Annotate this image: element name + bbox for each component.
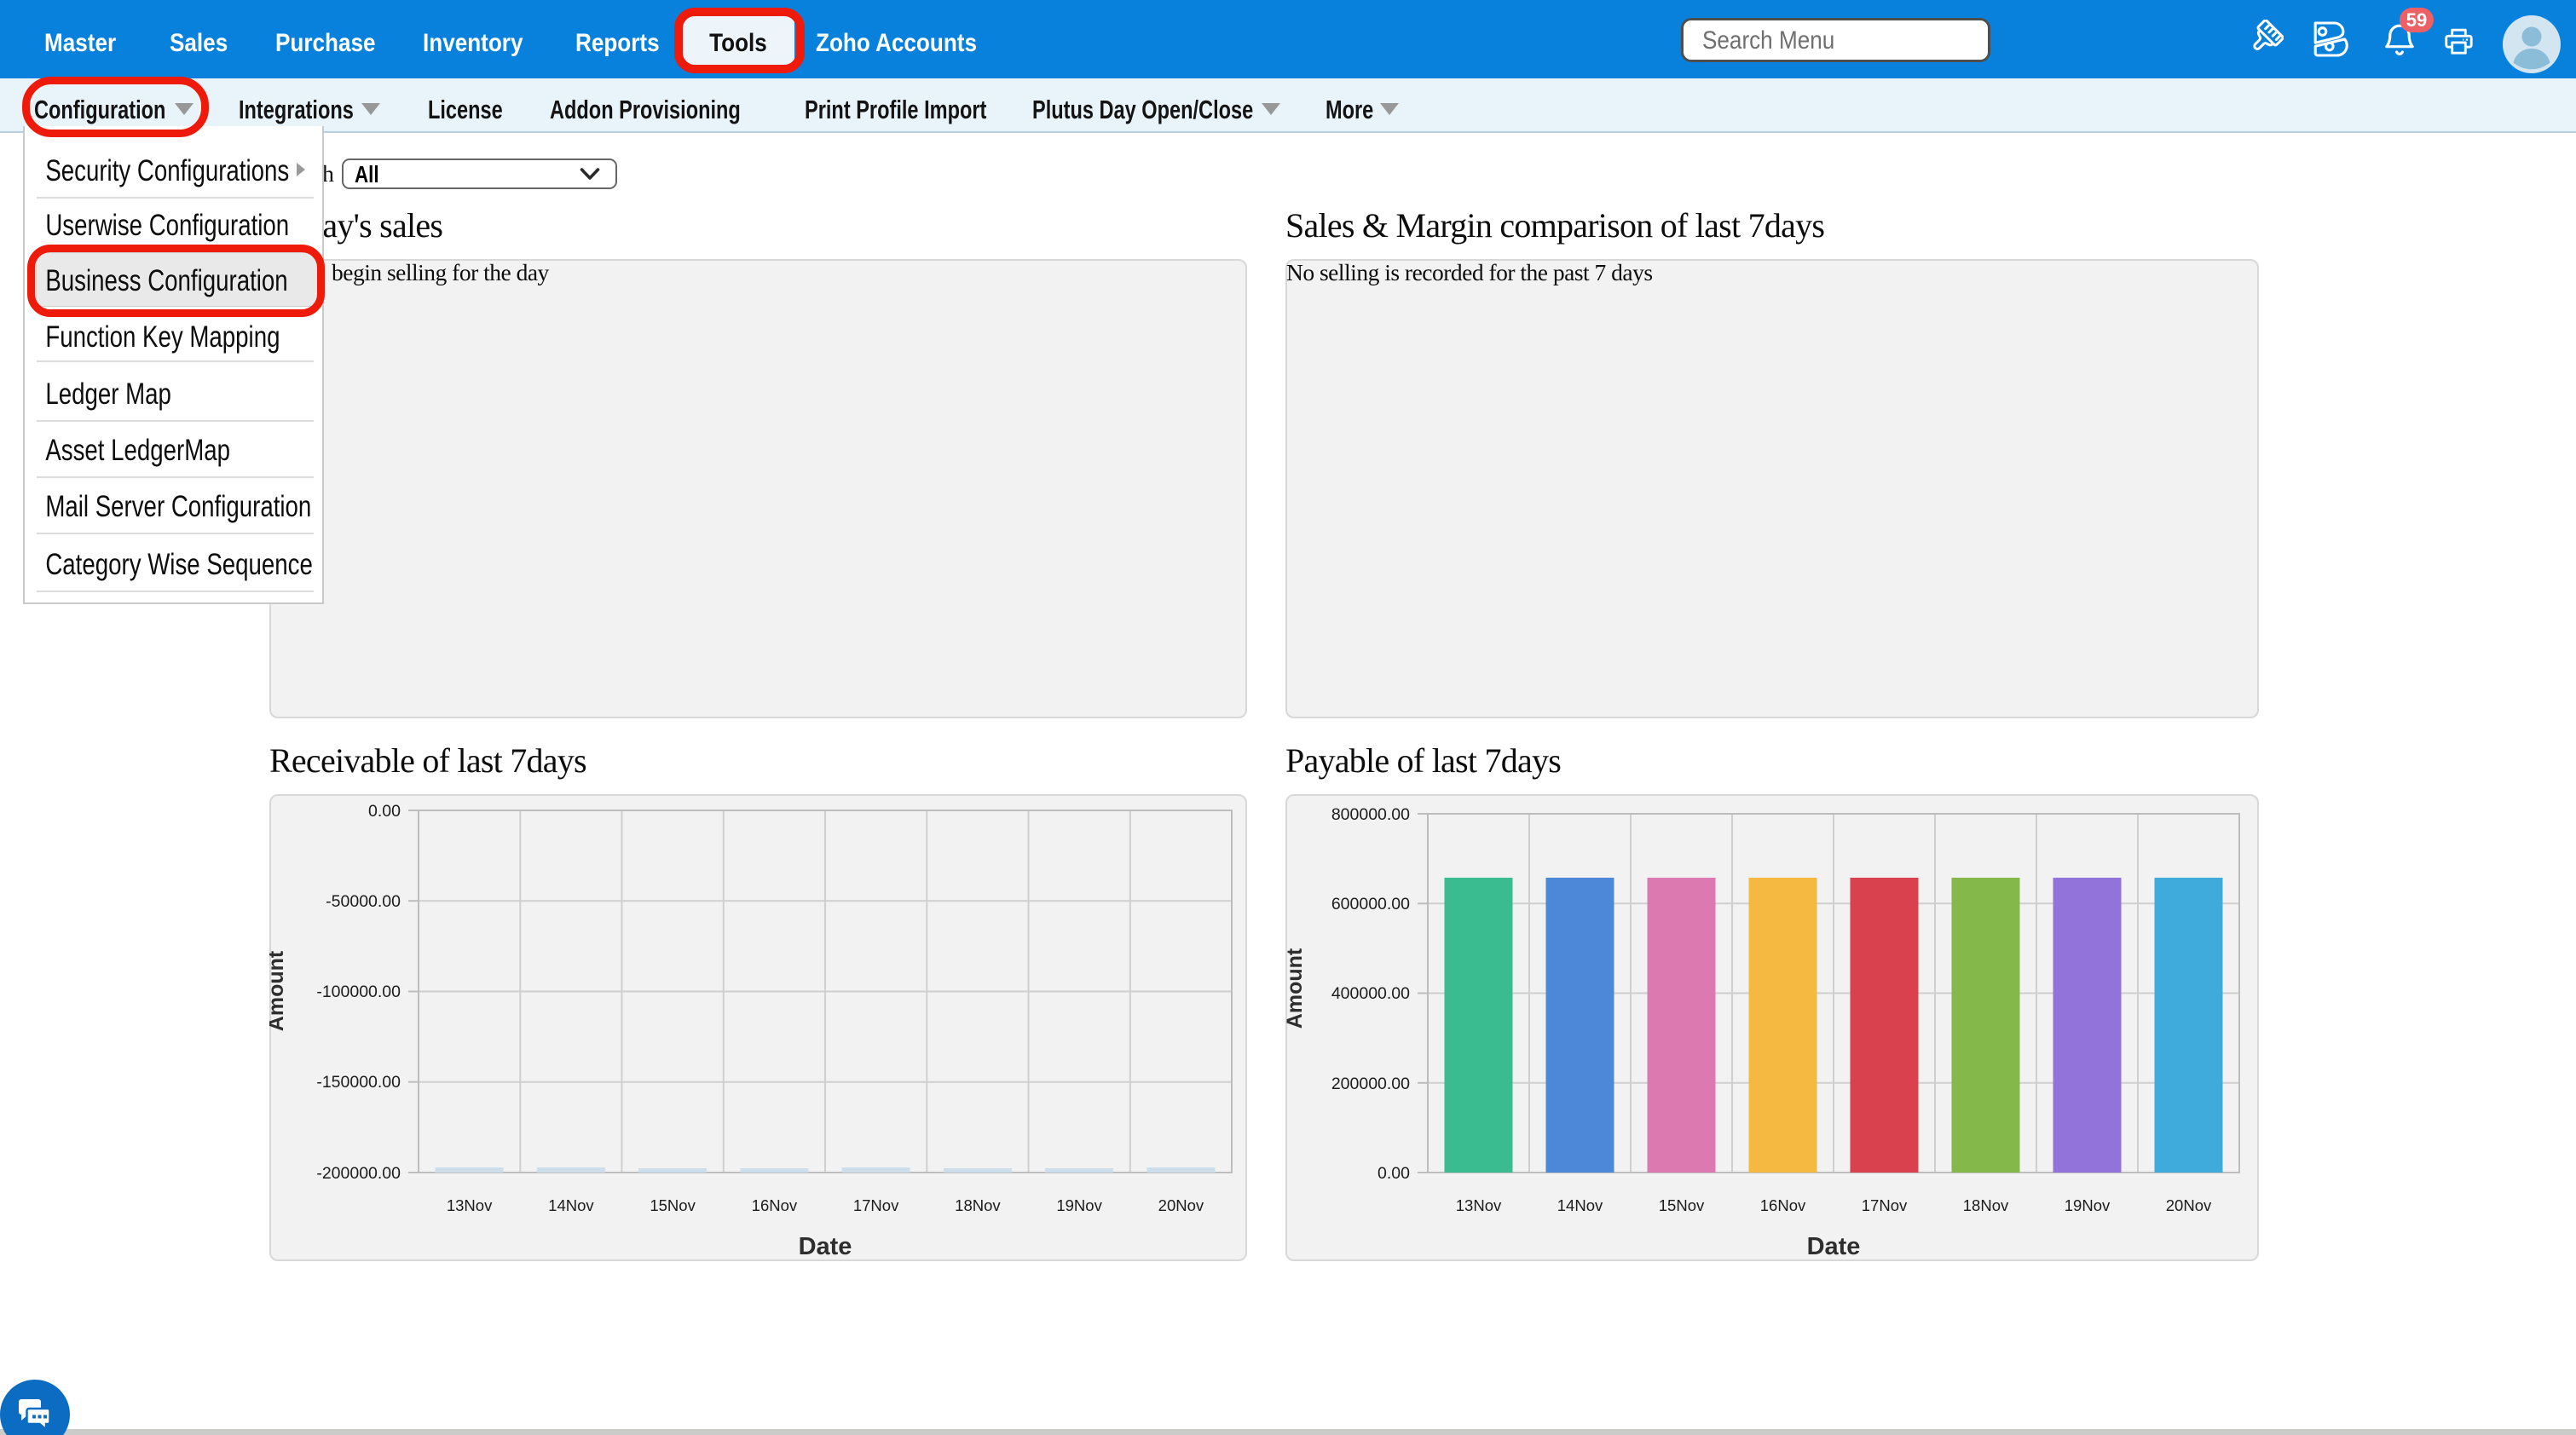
svg-text:-200000.00: -200000.00 bbox=[316, 1164, 401, 1183]
svg-text:-150000.00: -150000.00 bbox=[316, 1073, 401, 1092]
svg-text:15Nov: 15Nov bbox=[650, 1196, 696, 1214]
svg-text:-100000.00: -100000.00 bbox=[316, 983, 401, 1001]
svg-text:800000.00: 800000.00 bbox=[1331, 805, 1410, 824]
svg-text:17Nov: 17Nov bbox=[853, 1196, 899, 1214]
svg-text:19Nov: 19Nov bbox=[2065, 1196, 2111, 1214]
svg-text:Date: Date bbox=[1807, 1233, 1861, 1260]
svg-text:600000.00: 600000.00 bbox=[1331, 895, 1410, 913]
svg-text:19Nov: 19Nov bbox=[1056, 1196, 1102, 1214]
svg-text:14Nov: 14Nov bbox=[1557, 1196, 1603, 1214]
svg-text:14Nov: 14Nov bbox=[548, 1196, 594, 1214]
svg-text:-50000.00: -50000.00 bbox=[326, 892, 401, 911]
svg-text:0.00: 0.00 bbox=[368, 802, 401, 821]
svg-text:16Nov: 16Nov bbox=[752, 1196, 798, 1214]
svg-text:18Nov: 18Nov bbox=[955, 1196, 1001, 1214]
svg-text:Date: Date bbox=[799, 1233, 852, 1260]
svg-text:17Nov: 17Nov bbox=[1862, 1196, 1908, 1214]
svg-text:0.00: 0.00 bbox=[1378, 1164, 1410, 1183]
svg-text:13Nov: 13Nov bbox=[447, 1196, 493, 1214]
svg-text:15Nov: 15Nov bbox=[1659, 1196, 1705, 1214]
svg-text:13Nov: 13Nov bbox=[1456, 1196, 1502, 1214]
svg-text:Amount: Amount bbox=[1285, 948, 1307, 1029]
svg-text:18Nov: 18Nov bbox=[1963, 1196, 2009, 1214]
svg-text:20Nov: 20Nov bbox=[2166, 1196, 2212, 1214]
svg-text:200000.00: 200000.00 bbox=[1331, 1075, 1410, 1093]
svg-text:16Nov: 16Nov bbox=[1760, 1196, 1806, 1214]
svg-text:400000.00: 400000.00 bbox=[1331, 984, 1410, 1003]
svg-text:20Nov: 20Nov bbox=[1158, 1196, 1204, 1214]
svg-text:Amount: Amount bbox=[269, 950, 288, 1031]
